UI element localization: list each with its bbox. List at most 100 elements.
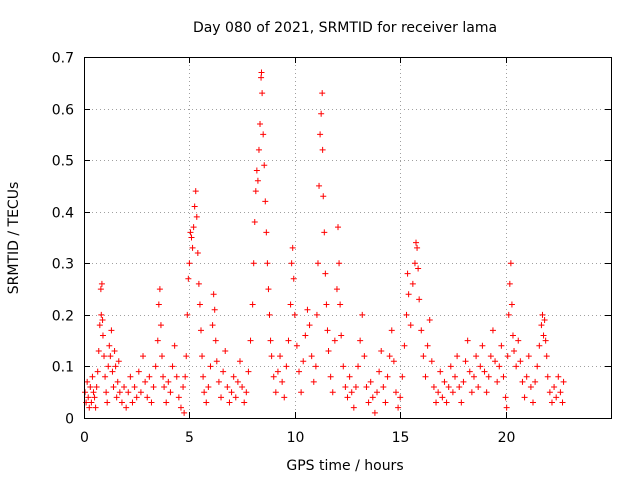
- data-point: [91, 394, 98, 401]
- data-point: [177, 404, 184, 411]
- data-point: [525, 353, 532, 360]
- data-point: [369, 394, 376, 401]
- data-point: [144, 394, 151, 401]
- data-point: [399, 373, 406, 380]
- data-point: [140, 353, 147, 360]
- data-point: [188, 234, 195, 241]
- data-point: [279, 378, 286, 385]
- data-point: [158, 353, 165, 360]
- data-point: [416, 296, 423, 303]
- data-point: [509, 332, 516, 339]
- data-point: [329, 389, 336, 396]
- data-point: [103, 389, 110, 396]
- data-point: [331, 337, 338, 344]
- data-point: [496, 363, 503, 370]
- data-point: [350, 404, 357, 411]
- data-point: [363, 384, 370, 391]
- data-point: [308, 353, 315, 360]
- data-point: [415, 265, 422, 272]
- data-point: [380, 384, 387, 391]
- data-point: [254, 177, 261, 184]
- data-point: [441, 378, 448, 385]
- data-point: [409, 280, 416, 287]
- data-point: [289, 244, 296, 251]
- data-point: [183, 353, 190, 360]
- data-point: [418, 327, 425, 334]
- data-point: [272, 389, 279, 396]
- data-point: [182, 373, 189, 380]
- x-tick-label: 10: [287, 430, 305, 446]
- data-point: [298, 389, 305, 396]
- data-point: [186, 260, 193, 267]
- data-point: [413, 239, 420, 246]
- y-tick-label: 0.7: [52, 51, 74, 67]
- data-point: [213, 358, 220, 365]
- data-point: [485, 373, 492, 380]
- data-point: [319, 146, 326, 153]
- data-point: [262, 198, 269, 205]
- data-point: [513, 363, 520, 370]
- data-point: [546, 389, 553, 396]
- data-point: [173, 373, 180, 380]
- data-point: [184, 311, 191, 318]
- data-point: [113, 394, 120, 401]
- data-point: [449, 389, 456, 396]
- data-point: [317, 131, 324, 138]
- data-point: [245, 368, 252, 375]
- data-point: [199, 353, 206, 360]
- data-point: [515, 337, 522, 344]
- data-point: [388, 327, 395, 334]
- data-points: [82, 69, 567, 416]
- data-point: [439, 394, 446, 401]
- data-point: [557, 389, 564, 396]
- data-point: [287, 301, 294, 308]
- data-point: [197, 327, 204, 334]
- data-point: [267, 337, 274, 344]
- y-tick-label: 0.5: [52, 154, 74, 170]
- data-point: [236, 358, 243, 365]
- data-point: [234, 378, 241, 385]
- data-point: [232, 394, 239, 401]
- data-point: [530, 399, 537, 406]
- data-point: [247, 337, 254, 344]
- data-point: [523, 373, 530, 380]
- data-point: [468, 389, 475, 396]
- data-point: [211, 306, 218, 313]
- data-point: [154, 337, 161, 344]
- y-axis-label: SRMTID / TECUs: [6, 182, 22, 295]
- data-point: [99, 317, 106, 324]
- data-point: [338, 332, 345, 339]
- data-point: [503, 404, 510, 411]
- data-point: [382, 399, 389, 406]
- data-point: [498, 342, 505, 349]
- data-point: [185, 275, 192, 282]
- chart-title: Day 080 of 2021, SRMTID for receiver lam…: [193, 20, 497, 36]
- y-tick-label: 0.1: [52, 360, 74, 376]
- data-point: [196, 301, 203, 308]
- data-point: [98, 311, 105, 318]
- data-point: [200, 373, 207, 380]
- data-point: [489, 327, 496, 334]
- data-point: [306, 322, 313, 329]
- data-point: [155, 301, 162, 308]
- data-point: [404, 270, 411, 277]
- data-point: [473, 353, 480, 360]
- data-point: [93, 384, 100, 391]
- data-point: [340, 363, 347, 370]
- data-point: [108, 327, 115, 334]
- data-point: [95, 347, 102, 354]
- data-point: [259, 90, 266, 97]
- data-point: [270, 373, 277, 380]
- data-point: [543, 353, 550, 360]
- data-point: [452, 373, 459, 380]
- data-point: [169, 363, 176, 370]
- data-point: [407, 322, 414, 329]
- data-point: [422, 373, 429, 380]
- data-point: [230, 373, 237, 380]
- data-point: [551, 384, 558, 391]
- data-point: [365, 399, 372, 406]
- data-point: [426, 317, 433, 324]
- y-tick-label: 0.6: [52, 103, 74, 119]
- data-point: [265, 286, 272, 293]
- data-point: [226, 399, 233, 406]
